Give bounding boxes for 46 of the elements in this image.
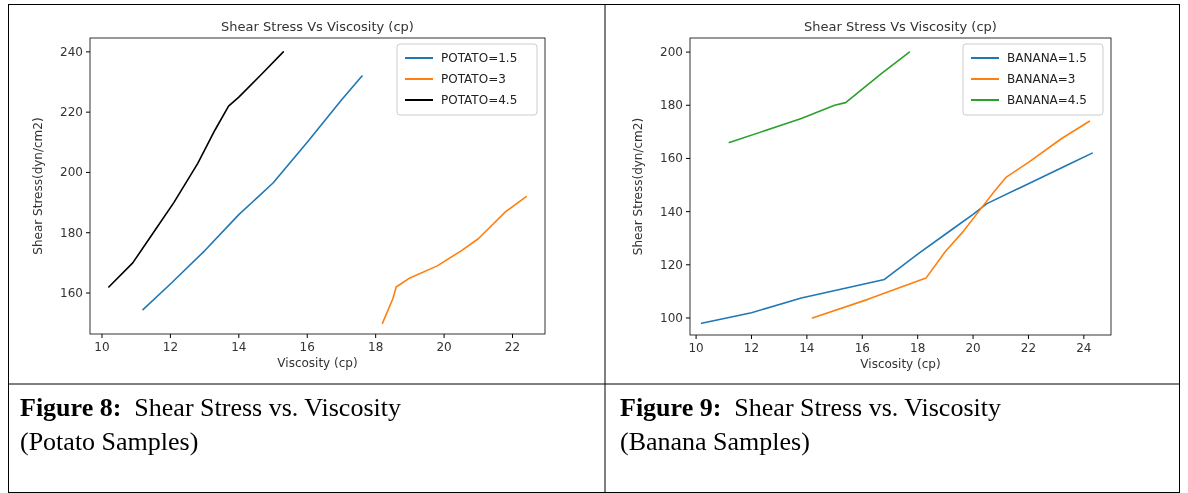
x-axis-title: Viscosity (cp)	[277, 356, 358, 370]
caption: Figure 8: Shear Stress vs. Viscosity (Potato Samples)	[20, 393, 401, 456]
legend-label: BANANA=4.5	[1007, 93, 1087, 107]
legend-label: BANANA=1.5	[1007, 51, 1087, 65]
line-series	[381, 195, 527, 324]
y-tick-label: 120	[660, 257, 683, 272]
legend-label: POTATO=1.5	[441, 51, 518, 65]
y-tick-label: 160	[60, 286, 83, 301]
x-tick-label: 12	[162, 340, 179, 354]
y-axis-title: Shear Stress(dyn/cm2)	[631, 117, 645, 256]
y-tick-label: 100	[660, 310, 683, 325]
line-series	[811, 120, 1091, 319]
y-tick-label: 180	[660, 98, 683, 113]
chart-title: Shear Stress Vs Viscosity (cp)	[221, 19, 414, 34]
legend-label: BANANA=3	[1007, 72, 1076, 86]
x-tick-label: 20	[436, 340, 452, 354]
y-tick-label: 180	[60, 225, 83, 240]
caption: Figure 9: Shear Stress vs. Viscosity (Banana Samples)	[620, 393, 1001, 456]
y-tick-label: 160	[660, 151, 683, 166]
y-tick-label: 220	[60, 105, 83, 120]
x-tick-label: 10	[688, 341, 704, 355]
x-tick-label: 20	[965, 341, 981, 355]
x-tick-label: 16	[299, 340, 315, 354]
x-tick-label: 12	[743, 341, 760, 355]
line-series	[728, 51, 911, 144]
x-tick-label: 24	[1076, 341, 1092, 355]
x-tick-label: 16	[854, 341, 870, 355]
x-tick-label: 18	[368, 340, 384, 354]
y-tick-label: 240	[60, 44, 83, 59]
x-tick-label: 14	[799, 341, 815, 355]
y-tick-label: 200	[660, 45, 683, 60]
line-series	[108, 51, 285, 288]
legend-label: POTATO=4.5	[441, 93, 518, 107]
y-axis-title: Shear Stress(dyn/cm2)	[31, 117, 45, 255]
chart-title: Shear Stress Vs Viscosity (cp)	[804, 19, 997, 34]
x-axis-title: Viscosity (cp)	[860, 357, 941, 371]
legend-label: POTATO=3	[441, 72, 506, 86]
line-series	[142, 75, 363, 311]
x-tick-label: 18	[910, 341, 926, 355]
x-tick-label: 14	[231, 340, 247, 354]
x-tick-label: 22	[504, 340, 521, 354]
y-tick-label: 140	[660, 204, 683, 219]
y-tick-label: 200	[60, 165, 83, 180]
x-tick-label: 22	[1020, 341, 1037, 355]
line-series	[700, 152, 1093, 325]
x-tick-label: 10	[94, 340, 110, 354]
